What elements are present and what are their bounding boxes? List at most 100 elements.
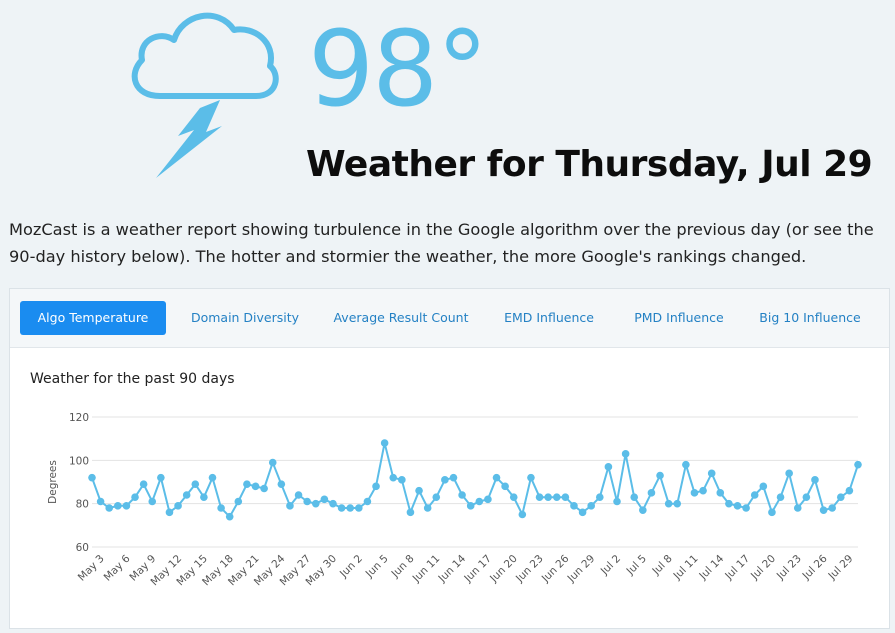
data-point bbox=[423, 504, 432, 512]
temperature-display: 98° bbox=[308, 8, 488, 130]
x-tick-label: Jun 2 bbox=[337, 553, 365, 581]
data-point bbox=[836, 493, 845, 501]
data-point bbox=[776, 493, 785, 501]
data-point bbox=[690, 489, 699, 497]
chart-panel: Algo Temperature Domain Diversity Averag… bbox=[9, 288, 890, 629]
data-point bbox=[647, 489, 656, 497]
data-point bbox=[527, 473, 535, 482]
data-point bbox=[656, 471, 664, 480]
data-point bbox=[105, 504, 114, 512]
chart-title: Weather for the past 90 days bbox=[30, 371, 235, 387]
data-point bbox=[268, 458, 277, 467]
data-point bbox=[389, 473, 398, 482]
data-point bbox=[415, 486, 423, 495]
data-point bbox=[561, 493, 570, 501]
data-point bbox=[484, 495, 492, 504]
data-point bbox=[251, 482, 260, 491]
data-point bbox=[131, 493, 139, 501]
data-point bbox=[260, 484, 268, 493]
data-point bbox=[492, 473, 501, 482]
data-point bbox=[380, 439, 389, 447]
x-tick-label: Jul 20 bbox=[748, 553, 778, 583]
x-tick-label: Jun 20 bbox=[487, 553, 520, 586]
data-point bbox=[639, 506, 647, 514]
tab-algo-temperature[interactable]: Algo Temperature bbox=[20, 301, 166, 335]
data-point bbox=[501, 482, 509, 491]
data-point bbox=[759, 482, 768, 491]
x-tick-label: Jul 11 bbox=[671, 553, 701, 583]
data-point bbox=[733, 502, 742, 510]
data-point bbox=[630, 493, 639, 501]
data-point bbox=[466, 502, 475, 510]
y-tick-label: 120 bbox=[69, 412, 89, 424]
x-tick-label: Jul 26 bbox=[800, 552, 830, 582]
data-point bbox=[793, 504, 802, 512]
x-tick-label: Jun 11 bbox=[410, 553, 443, 586]
data-point bbox=[458, 491, 466, 499]
data-point bbox=[604, 463, 613, 471]
data-point bbox=[372, 482, 380, 491]
data-point bbox=[182, 491, 191, 499]
y-tick-label: 60 bbox=[76, 542, 89, 554]
data-point bbox=[234, 497, 243, 506]
tab-domain-diversity[interactable]: Domain Diversity bbox=[190, 310, 300, 325]
data-point bbox=[432, 493, 441, 501]
x-tick-label: May 6 bbox=[102, 552, 133, 583]
data-point bbox=[854, 460, 862, 469]
data-point bbox=[673, 499, 682, 508]
x-tick-label: Jul 17 bbox=[722, 553, 752, 583]
data-point bbox=[165, 508, 174, 517]
data-point bbox=[225, 512, 234, 521]
x-tick-label: Jul 14 bbox=[696, 552, 726, 582]
data-point bbox=[208, 473, 217, 482]
tab-big-10-influence[interactable]: Big 10 Influence bbox=[759, 310, 861, 325]
data-point bbox=[750, 491, 759, 499]
data-point bbox=[114, 502, 122, 510]
data-point bbox=[139, 480, 148, 488]
data-point bbox=[88, 473, 96, 482]
series-line bbox=[91, 442, 859, 519]
data-point bbox=[441, 476, 449, 484]
data-point bbox=[725, 499, 733, 508]
intro-text: MozCast is a weather report showing turb… bbox=[9, 220, 874, 266]
data-point bbox=[819, 506, 828, 514]
data-point bbox=[742, 504, 750, 512]
x-tick-label: Jun 5 bbox=[363, 553, 391, 581]
tab-pmd-influence[interactable]: PMD Influence bbox=[634, 310, 724, 325]
x-tick-label: Jun 14 bbox=[436, 552, 469, 585]
data-point bbox=[243, 480, 251, 488]
x-tick-label: Jun 17 bbox=[461, 553, 494, 586]
data-point bbox=[570, 502, 578, 510]
data-point bbox=[544, 493, 552, 501]
x-tick-label: Jun 26 bbox=[539, 552, 572, 585]
data-point bbox=[699, 486, 707, 495]
data-point bbox=[768, 508, 776, 517]
data-point bbox=[157, 473, 165, 482]
data-point bbox=[294, 491, 303, 499]
data-point bbox=[346, 504, 355, 512]
y-tick-label: 100 bbox=[69, 455, 89, 467]
data-point bbox=[398, 476, 406, 484]
data-point bbox=[217, 504, 225, 512]
data-point bbox=[286, 502, 294, 510]
data-point bbox=[277, 480, 286, 488]
x-tick-label: May 3 bbox=[76, 553, 107, 584]
data-point bbox=[174, 502, 182, 510]
page-title: Weather for Thursday, Jul 29 bbox=[306, 144, 873, 185]
data-point bbox=[716, 489, 725, 497]
tab-emd-influence[interactable]: EMD Influence bbox=[504, 310, 594, 325]
tab-bar: Algo Temperature Domain Diversity Averag… bbox=[10, 289, 889, 348]
x-tick-label: Jun 29 bbox=[565, 553, 598, 586]
tab-average-result-count[interactable]: Average Result Count bbox=[333, 310, 469, 325]
data-point bbox=[707, 469, 716, 478]
data-point bbox=[535, 493, 544, 501]
y-axis-label: Degrees bbox=[47, 460, 59, 504]
data-point bbox=[329, 499, 337, 508]
data-point bbox=[578, 508, 587, 517]
data-point bbox=[200, 493, 208, 501]
data-point bbox=[785, 469, 793, 478]
data-point bbox=[518, 510, 527, 519]
data-point bbox=[191, 480, 200, 488]
y-tick-label: 80 bbox=[76, 499, 89, 511]
